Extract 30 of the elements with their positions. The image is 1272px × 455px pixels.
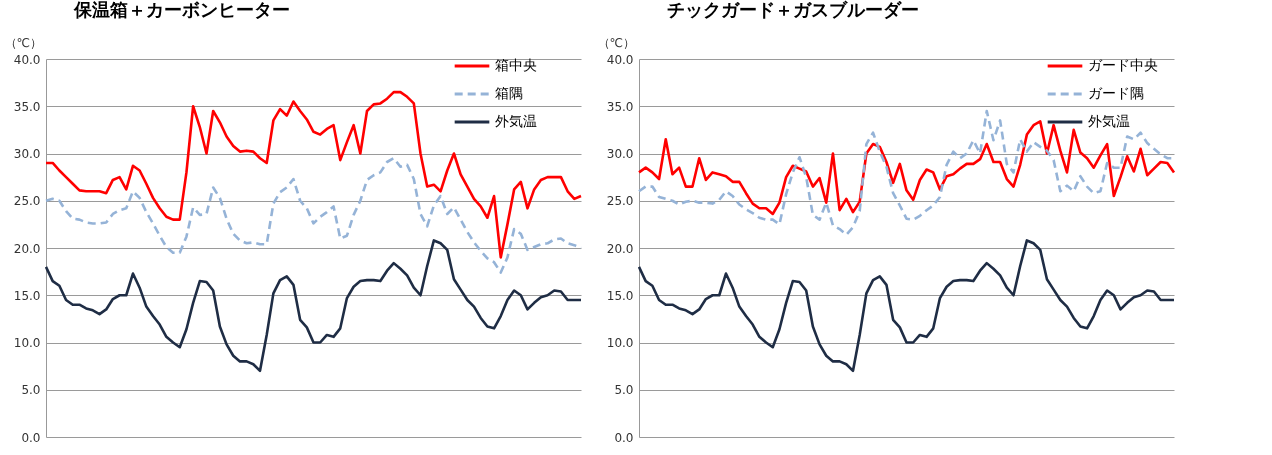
y-tick-label: 5.0 (614, 383, 634, 398)
y-axis-title: （℃） (597, 35, 635, 50)
y-tick-label: 15.0 (13, 288, 41, 303)
chart-title: チックガード＋ガスブルーダー (667, 0, 919, 20)
y-tick-label: 30.0 (13, 147, 41, 161)
legend-label: 箱中央 (495, 57, 537, 73)
y-tick-label: 0.0 (614, 430, 634, 445)
y-tick-label: 0.0 (21, 430, 41, 445)
y-tick-label: 25.0 (13, 194, 41, 209)
line-series (44, 239, 583, 373)
legend-label: 外気温 (1088, 113, 1130, 129)
legend-label: 箱隅 (495, 85, 523, 101)
y-tick-label: 5.0 (21, 383, 41, 398)
legend-label: ガード中央 (1088, 57, 1158, 73)
y-tick-label: 10.0 (606, 336, 634, 350)
y-tick-label: 25.0 (606, 194, 634, 209)
y-tick-label: 10.0 (13, 336, 41, 350)
y-tick-label: 35.0 (13, 99, 41, 114)
legend-label: ガード隅 (1088, 85, 1144, 101)
y-axis-title: （℃） (4, 35, 42, 50)
y-tick-label: 20.0 (606, 241, 634, 256)
y-tick-label: 40.0 (606, 52, 634, 67)
line-series (637, 239, 1176, 373)
y-tick-label: 20.0 (13, 241, 41, 256)
legend-label: 外気温 (495, 113, 537, 129)
y-tick-label: 15.0 (606, 288, 634, 303)
y-tick-label: 40.0 (13, 52, 41, 67)
y-tick-label: 35.0 (606, 99, 634, 114)
y-tick-label: 30.0 (606, 147, 634, 161)
chart-title: 保温箱＋カーボンヒーター (73, 0, 290, 20)
